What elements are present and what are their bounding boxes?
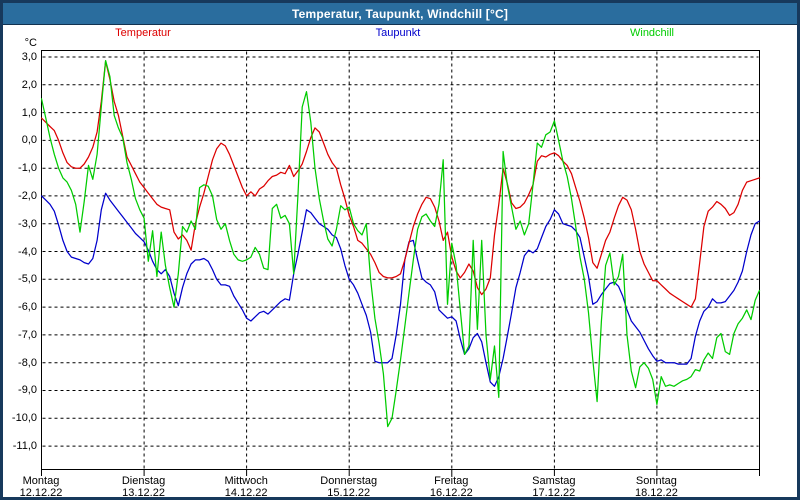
day-name-label: Sonntag [635,475,677,487]
series-line-temperatur [41,60,761,308]
day-date-label: 14.12.22 [224,487,268,499]
y-axis-unit-label: °C [24,37,37,49]
series-line-windchill [41,59,761,428]
day-date-label: 18.12.22 [635,487,678,499]
y-tick-label: -2,0 [18,189,37,202]
day-name-label: Freitag [434,475,469,487]
plot-border [41,50,760,470]
y-tick-label: 3,0 [21,51,37,63]
day-date-label: 12.12.22 [19,487,63,499]
legend-item-windchill: Windchill [629,27,675,39]
y-tick-label: -11,0 [12,440,37,453]
y-tick-label: -10,0 [11,412,37,425]
y-tick-label: 1,0 [21,106,37,119]
y-tick-label: -4,0 [18,245,37,258]
y-tick-label: -8,0 [18,356,37,369]
day-name-label: Samstag [532,475,576,487]
chart-plot [41,50,761,476]
day-date-label: 13.12.22 [122,487,165,499]
day-date-label: 17.12.22 [532,487,576,499]
day-name-label: Donnerstag [320,475,378,487]
window-title: Temperatur, Taupunkt, Windchill [°C] [291,6,509,21]
day-name-label: Montag [22,475,60,487]
day-date-label: 16.12.22 [429,487,473,499]
y-tick-label: -1,0 [18,162,37,175]
y-tick-label: -3,0 [18,217,37,230]
legend-item-temperatur: Temperatur [115,27,171,39]
y-tick-label: -5,0 [18,273,37,286]
day-name-label: Mittwoch [224,475,268,487]
y-tick-label: 0,0 [21,134,37,147]
legend-item-taupunkt: Taupunkt [375,27,421,39]
y-tick-label: -6,0 [18,301,37,314]
day-date-label: 15.12.22 [327,487,371,499]
y-tick-label: -7,0 [18,328,37,341]
title-bar: Temperatur, Taupunkt, Windchill [°C] [3,3,797,25]
y-tick-label: 2,0 [21,78,37,91]
day-name-label: Dienstag [121,475,166,487]
y-tick-label: -9,0 [18,384,37,397]
series-line-taupunkt [41,192,761,387]
